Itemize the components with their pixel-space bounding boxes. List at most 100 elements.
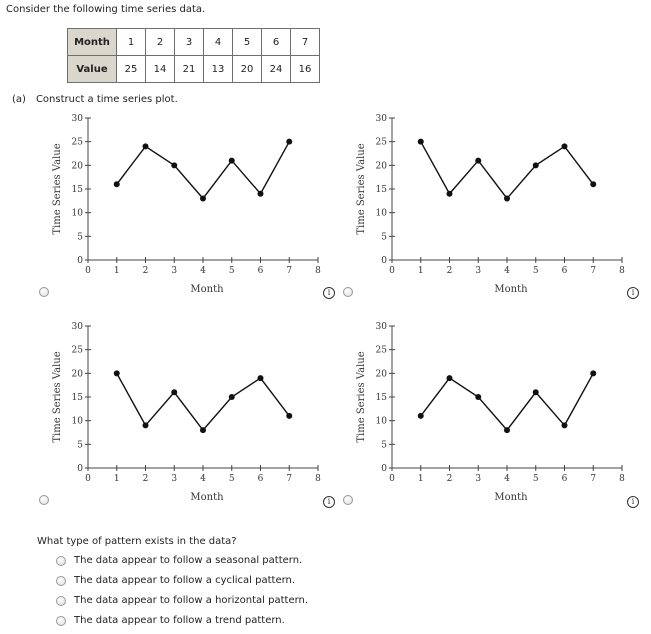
x-tick-label: 8 [315, 474, 321, 484]
plot-option-1-radio[interactable] [39, 287, 49, 297]
pattern-option-label: The data appear to follow a cyclical pat… [74, 575, 296, 586]
y-tick-label: 5 [381, 440, 387, 450]
x-axis-label: Month [494, 284, 528, 295]
x-tick-label: 3 [171, 266, 177, 276]
data-point [286, 412, 293, 419]
x-tick-label: 2 [143, 266, 149, 276]
x-tick-label: 6 [562, 266, 568, 276]
x-axis-label: Month [494, 492, 528, 503]
x-tick-label: 8 [619, 266, 625, 276]
table-header-value: Value [67, 55, 117, 83]
table-cell-month: 6 [261, 28, 291, 56]
data-point [200, 427, 206, 434]
y-tick-label: 30 [72, 322, 84, 332]
x-tick-label: 7 [286, 474, 292, 484]
x-tick-label: 2 [143, 474, 149, 484]
x-tick-label: 1 [418, 266, 424, 276]
y-tick-label: 0 [77, 256, 83, 266]
info-icon[interactable]: i [627, 496, 639, 508]
x-tick-label: 0 [85, 474, 91, 484]
x-tick-label: 6 [258, 266, 264, 276]
x-tick-label: 7 [286, 266, 292, 276]
y-tick-label: 10 [72, 417, 84, 427]
plot-option-2-radio[interactable] [343, 287, 353, 297]
y-tick-label: 25 [376, 346, 388, 356]
y-tick-label: 5 [381, 232, 387, 242]
series-line [420, 372, 594, 432]
x-tick-label: 8 [315, 266, 321, 276]
x-tick-label: 5 [533, 266, 539, 276]
y-tick-label: 20 [72, 369, 84, 379]
table-cell-value: 16 [290, 55, 320, 83]
question-text: What type of pattern exists in the data? [37, 536, 237, 547]
y-tick-label: 0 [381, 464, 387, 474]
pattern-option-radio[interactable] [56, 595, 66, 606]
y-tick-label: 20 [376, 161, 388, 171]
pattern-option-label: The data appear to follow a seasonal pat… [74, 555, 303, 566]
y-tick-label: 25 [376, 138, 388, 148]
pattern-option-seasonal[interactable]: The data appear to follow a seasonal pat… [56, 555, 302, 566]
table-cell-month: 1 [116, 28, 146, 56]
data-point [417, 138, 424, 145]
series-line [420, 141, 594, 200]
plot-option-4-radio[interactable] [343, 495, 353, 505]
data-point [446, 375, 453, 382]
series-line [116, 372, 290, 432]
pattern-option-radio[interactable] [56, 575, 66, 586]
data-point [257, 190, 264, 197]
table-cell-month: 7 [290, 28, 320, 56]
pattern-option-radio[interactable] [56, 555, 66, 566]
pattern-option-cyclical[interactable]: The data appear to follow a cyclical pat… [56, 575, 295, 586]
data-point [171, 389, 178, 396]
table-cell-month: 5 [232, 28, 262, 56]
y-tick-label: 10 [376, 417, 388, 427]
x-tick-label: 5 [229, 474, 235, 484]
pattern-option-radio[interactable] [56, 615, 66, 626]
data-point [171, 162, 178, 169]
data-point [561, 422, 568, 429]
table-row-month: Month 1 2 3 4 5 6 7 [67, 28, 320, 56]
data-point [504, 427, 510, 434]
data-point [532, 162, 539, 169]
y-tick-label: 0 [77, 464, 83, 474]
data-point [200, 195, 206, 202]
plot-option-3-radio[interactable] [39, 495, 49, 505]
pattern-option-horizontal[interactable]: The data appear to follow a horizontal p… [56, 595, 308, 606]
pattern-option-trend[interactable]: The data appear to follow a trend patter… [56, 615, 285, 626]
x-axis-label: Month [190, 492, 224, 503]
data-point [446, 190, 453, 197]
info-icon[interactable]: i [627, 287, 639, 299]
x-tick-label: 1 [418, 474, 424, 484]
x-tick-label: 0 [389, 266, 395, 276]
x-tick-label: 4 [200, 474, 206, 484]
time-series-plot-option-4: 0 5 10 15 20 25 30 0 1 2 3 4 5 6 7 8 Month Time Series Va… [356, 322, 625, 503]
y-tick-label: 15 [376, 393, 388, 403]
data-point [504, 195, 510, 202]
data-point [142, 143, 149, 150]
intro-text: Consider the following time series data. [6, 4, 206, 15]
info-icon[interactable]: i [323, 496, 335, 508]
y-axis-label: Time Series Value [52, 143, 63, 234]
data-point [475, 157, 482, 164]
data-point [561, 143, 568, 150]
x-tick-label: 4 [200, 266, 206, 276]
x-tick-label: 4 [504, 266, 510, 276]
time-series-table: Month 1 2 3 4 5 6 7 Value 25 14 21 13 20… [67, 28, 320, 83]
table-cell-value: 20 [232, 55, 262, 83]
x-ticks: 0 1 2 3 4 5 6 7 8 [85, 465, 321, 484]
x-tick-label: 5 [229, 266, 235, 276]
x-tick-label: 5 [533, 474, 539, 484]
table-cell-value: 24 [261, 55, 291, 83]
table-cell-value: 25 [116, 55, 146, 83]
y-axis-label: Time Series Value [52, 351, 63, 442]
table-cell-month: 2 [145, 28, 175, 56]
x-tick-label: 6 [562, 474, 568, 484]
data-point [590, 181, 597, 188]
x-tick-label: 8 [619, 474, 625, 484]
table-header-month: Month [67, 28, 117, 56]
y-tick-label: 20 [376, 369, 388, 379]
y-axis-label: Time Series Value [356, 351, 367, 442]
table-cell-value: 14 [145, 55, 175, 83]
info-icon[interactable]: i [323, 287, 335, 299]
table-cell-value: 21 [174, 55, 204, 83]
